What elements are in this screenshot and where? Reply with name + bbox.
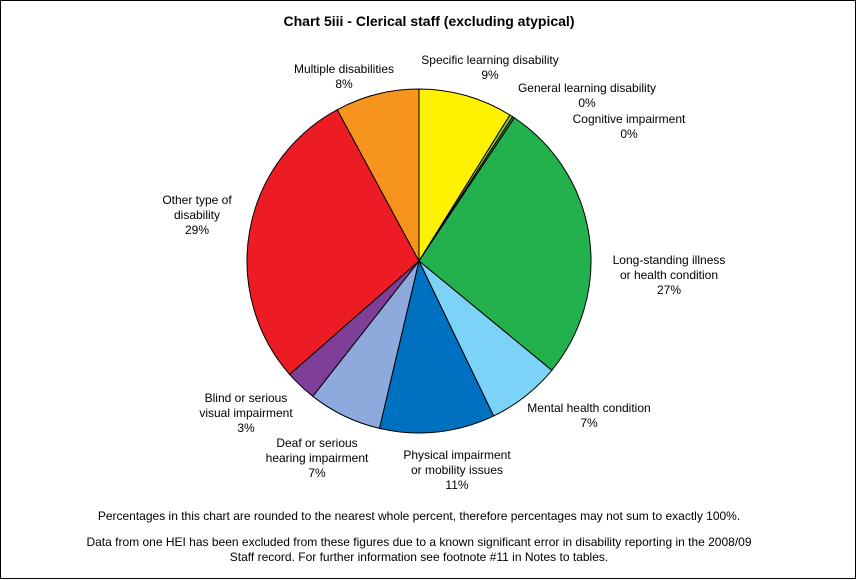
pie-slices <box>246 88 592 434</box>
label-line: 0% <box>578 96 596 110</box>
label-line: Specific learning disability <box>421 53 558 67</box>
label-multiple-disabilities: Multiple disabilities 8% <box>294 62 394 91</box>
label-general-learning-disability: General learning disability 0% <box>518 81 656 110</box>
label-line: 8% <box>335 77 353 91</box>
slice-other-type-of-disability <box>246 108 420 376</box>
exclusion-note-line-1: Data from one HEI has been excluded from… <box>86 535 751 549</box>
label-line: 7% <box>580 416 598 430</box>
slice-labels: Specific learning disability 9%General le… <box>162 53 725 492</box>
label-line: Blind or serious <box>205 391 288 405</box>
label-line: hearing impairment <box>266 451 369 465</box>
label-line: 9% <box>481 68 499 82</box>
label-line: Multiple disabilities <box>294 62 394 76</box>
label-line: disability <box>174 208 220 222</box>
slice-long-standing-illness-or-health-condition <box>418 117 592 372</box>
label-line: Deaf or serious <box>276 436 357 450</box>
slice-specific-learning-disability <box>418 88 511 263</box>
label-line: Cognitive impairment <box>573 112 686 126</box>
label-line: 0% <box>620 127 638 141</box>
chart-title: Chart 5iii - Clerical staff (excluding a… <box>284 13 575 29</box>
label-physical-impairment-or-mobility-issues: Physical impairment or mobility issues 11% <box>403 448 511 492</box>
slice-physical-impairment-or-mobility-issues <box>378 259 495 434</box>
label-blind-or-serious-visual-impairment: Blind or serious visual impairment 3% <box>199 391 293 435</box>
rounding-note: Percentages in this chart are rounded to… <box>98 509 740 523</box>
label-line: Mental health condition <box>527 401 650 415</box>
label-line: 29% <box>185 223 209 237</box>
label-line: visual impairment <box>199 406 293 420</box>
exclusion-note-line-2: Staff record. For further information se… <box>230 550 608 564</box>
label-line: Other type of <box>162 193 232 207</box>
label-line: 27% <box>657 283 681 297</box>
label-line: General learning disability <box>518 81 656 95</box>
label-line: 7% <box>308 466 326 480</box>
label-line: or health condition <box>620 268 718 282</box>
label-deaf-or-serious-hearing-impairment: Deaf or serious hearing impairment 7% <box>266 436 369 480</box>
label-line: or mobility issues <box>411 463 503 477</box>
label-other-type-of-disability: Other type of disability 29% <box>162 193 232 237</box>
label-line: Long-standing illness <box>613 253 726 267</box>
label-mental-health-condition: Mental health condition 7% <box>527 401 650 430</box>
label-line: 3% <box>237 421 255 435</box>
slice-multiple-disabilities <box>336 88 420 262</box>
label-line: 11% <box>445 478 468 492</box>
label-line: Physical impairment <box>403 448 511 462</box>
label-specific-learning-disability: Specific learning disability 9% <box>421 53 558 82</box>
label-long-standing-illness-or-health-condition: Long-standing illness or health condition… <box>613 253 726 297</box>
label-cognitive-impairment: Cognitive impairment 0% <box>573 112 686 141</box>
